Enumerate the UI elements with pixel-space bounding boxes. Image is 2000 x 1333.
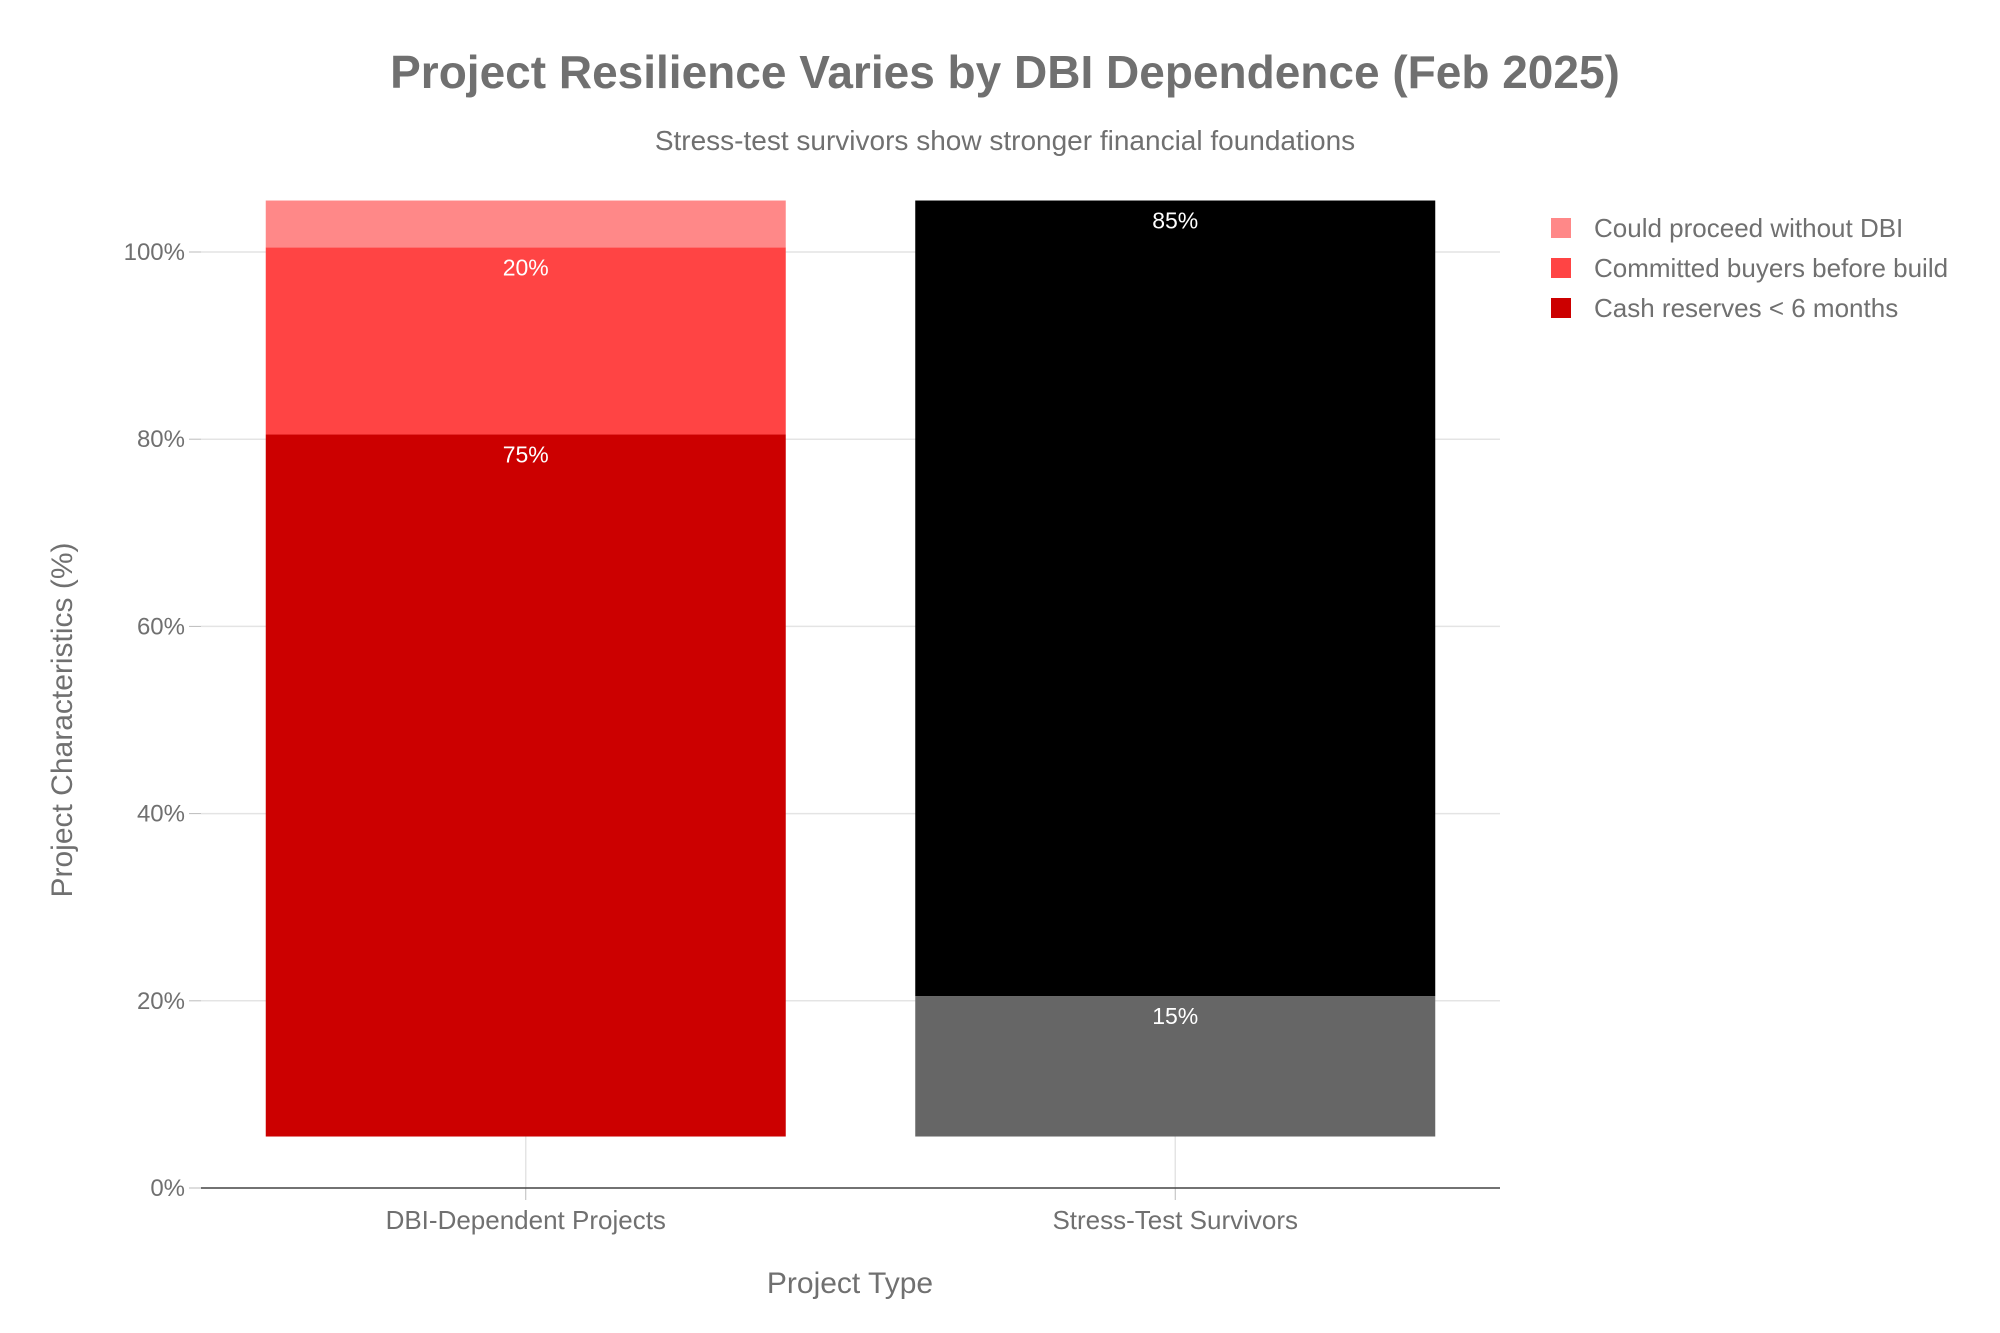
bar-segment (265, 247, 786, 435)
y-tick-label: 80% (137, 426, 185, 453)
x-axis-title: Project Type (767, 1267, 933, 1300)
legend-label: Committed buyers before build (1594, 253, 1948, 283)
bar-segment (265, 200, 786, 248)
y-tick-label: 60% (137, 613, 185, 640)
chart-subtitle: Stress-test survivors show stronger fina… (655, 125, 1355, 156)
y-tick-label: 0% (150, 1175, 185, 1202)
data-label: 20% (503, 254, 549, 280)
data-label: 85% (1152, 208, 1198, 234)
y-tick-label: 100% (124, 239, 185, 266)
legend-label: Cash reserves < 6 months (1594, 293, 1898, 323)
bar-segment (915, 200, 1436, 997)
bar-segment (915, 996, 1436, 1137)
y-tick-label: 40% (137, 801, 185, 828)
y-tick-label: 20% (137, 988, 185, 1015)
legend-swatch (1551, 298, 1571, 318)
chart-title: Project Resilience Varies by DBI Depende… (390, 46, 1620, 98)
data-label: 75% (503, 442, 549, 468)
y-axis-title: Project Characteristics (%) (46, 542, 79, 897)
x-tick-label: DBI-Dependent Projects (386, 1205, 666, 1235)
bar-segment (265, 434, 786, 1137)
legend-swatch (1551, 258, 1571, 278)
x-tick-label: Stress-Test Survivors (1052, 1205, 1298, 1235)
legend-label: Could proceed without DBI (1594, 213, 1903, 243)
data-label: 15% (1152, 1003, 1198, 1029)
legend-swatch (1551, 218, 1571, 238)
